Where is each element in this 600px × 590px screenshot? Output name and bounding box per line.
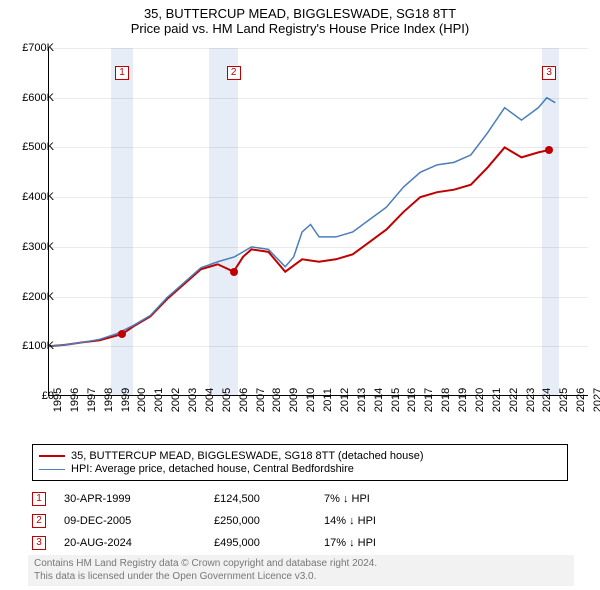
sale-diff: 14% ↓ HPI xyxy=(324,515,568,527)
y-grid-line xyxy=(48,346,588,347)
legend-label-hpi: HPI: Average price, detached house, Cent… xyxy=(71,463,354,475)
legend-row: HPI: Average price, detached house, Cent… xyxy=(39,463,561,475)
x-axis-tick-label: 2015 xyxy=(390,388,402,412)
x-axis-tick-label: 1996 xyxy=(69,388,81,412)
title-line-1: 35, BUTTERCUP MEAD, BIGGLESWADE, SG18 8T… xyxy=(0,6,600,21)
x-axis-tick-label: 2020 xyxy=(474,388,486,412)
x-axis-tick-label: 2026 xyxy=(575,388,587,412)
chart-footer: Contains HM Land Registry data © Crown c… xyxy=(28,555,574,586)
x-axis-tick-label: 2001 xyxy=(153,388,165,412)
x-axis-tick-label: 2000 xyxy=(136,388,148,412)
x-axis-tick-label: 1998 xyxy=(103,388,115,412)
sale-price: £250,000 xyxy=(214,515,324,527)
x-axis-tick-label: 2022 xyxy=(508,388,520,412)
sale-date: 20-AUG-2024 xyxy=(64,537,214,549)
x-axis-tick-label: 2007 xyxy=(255,388,267,412)
x-axis-tick-label: 1999 xyxy=(120,388,132,412)
x-axis-tick-label: 2025 xyxy=(558,388,570,412)
x-axis-tick-label: 2023 xyxy=(525,388,537,412)
y-axis-tick-label: £0 xyxy=(8,390,54,402)
x-axis-tick-label: 2004 xyxy=(204,388,216,412)
x-axis-tick-label: 2010 xyxy=(305,388,317,412)
x-axis-tick-label: 2003 xyxy=(187,388,199,412)
sale-marker-box: 1 xyxy=(115,66,129,80)
x-axis-tick-label: 2012 xyxy=(339,388,351,412)
sales-row: 2 09-DEC-2005 £250,000 14% ↓ HPI xyxy=(32,510,568,532)
x-axis-tick-label: 2014 xyxy=(373,388,385,412)
y-grid-line xyxy=(48,297,588,298)
x-axis-tick-label: 2024 xyxy=(541,388,553,412)
title-line-2: Price paid vs. HM Land Registry's House … xyxy=(0,21,600,36)
sale-marker-box: 2 xyxy=(227,66,241,80)
x-axis-tick-label: 2011 xyxy=(322,388,334,412)
x-axis-tick-label: 2005 xyxy=(221,388,233,412)
x-axis-tick-label: 2016 xyxy=(406,388,418,412)
legend-swatch-hpi xyxy=(39,469,65,470)
sale-diff: 17% ↓ HPI xyxy=(324,537,568,549)
x-axis-tick-label: 2002 xyxy=(170,388,182,412)
chart-lines-svg xyxy=(49,48,588,395)
sale-marker-dot xyxy=(230,268,238,276)
sale-date: 09-DEC-2005 xyxy=(64,515,214,527)
y-grid-line xyxy=(48,197,588,198)
legend-row: 35, BUTTERCUP MEAD, BIGGLESWADE, SG18 8T… xyxy=(39,450,561,462)
x-axis-tick-label: 2006 xyxy=(238,388,250,412)
footer-line-2: This data is licensed under the Open Gov… xyxy=(34,571,568,584)
sale-marker-dot xyxy=(118,330,126,338)
series-line-hpi xyxy=(49,98,555,347)
sale-price: £495,000 xyxy=(214,537,324,549)
x-axis-tick-label: 2019 xyxy=(457,388,469,412)
x-axis-tick-label: 2027 xyxy=(592,388,600,412)
sale-price: £124,500 xyxy=(214,493,324,505)
legend-swatch-property xyxy=(39,455,65,457)
sale-marker-icon: 1 xyxy=(32,492,46,506)
x-axis-tick-label: 2017 xyxy=(423,388,435,412)
y-grid-line xyxy=(48,98,588,99)
sales-row: 3 20-AUG-2024 £495,000 17% ↓ HPI xyxy=(32,532,568,554)
chart-title-block: 35, BUTTERCUP MEAD, BIGGLESWADE, SG18 8T… xyxy=(0,0,600,38)
sale-marker-icon: 2 xyxy=(32,514,46,528)
sale-marker-icon: 3 xyxy=(32,536,46,550)
x-axis-tick-label: 2021 xyxy=(491,388,503,412)
x-axis-tick-label: 2008 xyxy=(271,388,283,412)
x-axis-tick-label: 2013 xyxy=(356,388,368,412)
x-axis-tick-label: 1995 xyxy=(52,388,64,412)
chart-plot-area: 1 2 3 xyxy=(48,48,588,396)
chart-legend: 35, BUTTERCUP MEAD, BIGGLESWADE, SG18 8T… xyxy=(32,444,568,481)
y-grid-line xyxy=(48,247,588,248)
footer-line-1: Contains HM Land Registry data © Crown c… xyxy=(34,558,568,571)
x-axis-tick-label: 2009 xyxy=(288,388,300,412)
sale-diff: 7% ↓ HPI xyxy=(324,493,568,505)
sale-date: 30-APR-1999 xyxy=(64,493,214,505)
sales-row: 1 30-APR-1999 £124,500 7% ↓ HPI xyxy=(32,488,568,510)
sales-table: 1 30-APR-1999 £124,500 7% ↓ HPI 2 09-DEC… xyxy=(32,488,568,554)
x-axis-tick-label: 1997 xyxy=(86,388,98,412)
x-axis-tick-label: 2018 xyxy=(440,388,452,412)
sale-marker-box: 3 xyxy=(542,66,556,80)
y-grid-line xyxy=(48,48,588,49)
y-grid-line xyxy=(48,147,588,148)
legend-label-property: 35, BUTTERCUP MEAD, BIGGLESWADE, SG18 8T… xyxy=(71,450,424,462)
